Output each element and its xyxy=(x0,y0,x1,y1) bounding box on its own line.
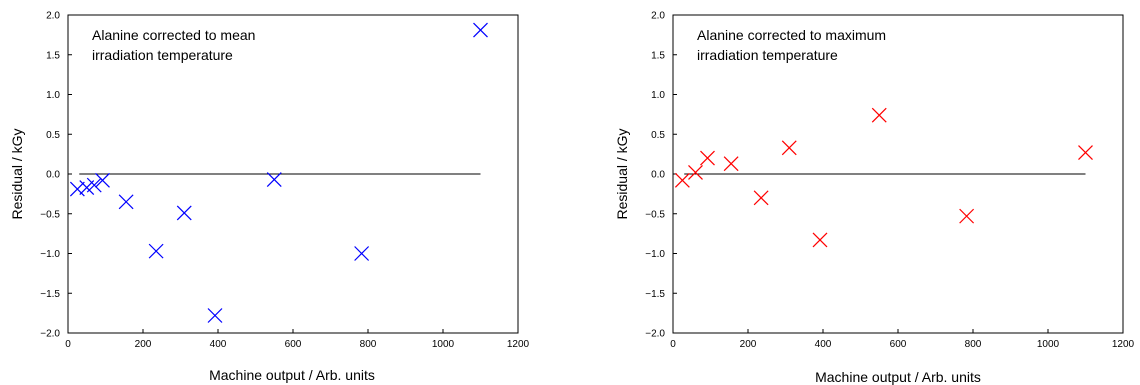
x-tick-label: 1000 xyxy=(1037,339,1060,350)
data-point-x-marker xyxy=(959,208,975,224)
data-point-x-marker xyxy=(266,172,282,187)
data-point-x-marker xyxy=(176,205,192,221)
y-tick-label: 0.5 xyxy=(651,130,665,141)
y-tick-label: 2.0 xyxy=(46,11,60,22)
y-tick-label: 0.0 xyxy=(46,170,60,181)
y-axis-label: Residual / kGy xyxy=(614,128,630,219)
x-tick-label: 200 xyxy=(135,339,152,350)
x-tick-label: 0 xyxy=(670,339,676,350)
data-markers xyxy=(674,107,1093,248)
y-tick-label: −0.5 xyxy=(645,209,665,220)
data-point-x-marker xyxy=(148,243,164,259)
data-point-x-marker xyxy=(871,107,887,123)
data-point-x-marker xyxy=(1078,145,1093,160)
data-point-x-marker xyxy=(812,232,828,248)
data-point-x-marker xyxy=(86,177,102,193)
y-tick-label: 1.0 xyxy=(651,90,665,101)
y-tick-label: −2.0 xyxy=(645,329,665,340)
data-point-x-marker xyxy=(688,164,703,180)
x-axis-label: Machine output / Arb. units xyxy=(815,369,981,385)
annotation-line-2: irradiation temperature xyxy=(697,47,838,63)
y-tick-label: −1.5 xyxy=(645,289,665,300)
annotation-line-1: Alanine corrected to mean xyxy=(92,27,255,43)
data-point-x-marker xyxy=(674,172,690,188)
data-point-x-marker xyxy=(753,190,769,206)
x-tick-label: 400 xyxy=(815,339,832,350)
x-tick-label: 1200 xyxy=(507,339,530,350)
y-tick-label: −2.0 xyxy=(40,329,60,340)
data-point-x-marker xyxy=(354,246,370,261)
y-tick-label: 1.5 xyxy=(46,50,60,61)
y-tick-label: 1.5 xyxy=(651,50,665,61)
annotation-line-2: irradiation temperature xyxy=(92,47,233,63)
axis-ticks: 0 200 400 600 800 1000 1200 −2.0 −1.5 −1.0 −0.5 0.0… xyxy=(645,11,1134,351)
axis-ticks: 0 200 400 600 800 1000 1200 −2.0 −1.5 −1.0 −0.5 0.0… xyxy=(40,11,529,351)
data-point-x-marker xyxy=(723,156,739,172)
x-tick-label: 400 xyxy=(210,339,227,350)
x-axis-label: Machine output / Arb. units xyxy=(209,367,375,383)
data-point-x-marker xyxy=(207,308,223,323)
data-point-x-marker xyxy=(118,194,134,210)
y-axis-label: Residual / kGy xyxy=(9,128,25,219)
data-point-x-marker xyxy=(473,22,488,38)
y-tick-label: 2.0 xyxy=(651,11,665,22)
y-tick-label: 1.0 xyxy=(46,90,60,101)
y-tick-label: −1.0 xyxy=(645,249,665,260)
data-point-x-marker xyxy=(69,181,85,197)
left-chart-panel: Alanine corrected to mean irradiation te… xyxy=(9,11,530,384)
x-tick-label: 600 xyxy=(285,339,302,350)
y-tick-label: 0.0 xyxy=(651,170,665,181)
data-point-x-marker xyxy=(95,172,110,188)
x-tick-label: 800 xyxy=(965,339,982,350)
x-tick-label: 1200 xyxy=(1112,339,1135,350)
y-tick-label: −0.5 xyxy=(40,209,60,220)
y-tick-label: 0.5 xyxy=(46,130,60,141)
data-point-x-marker xyxy=(781,140,797,156)
annotation-line-1: Alanine corrected to maximum xyxy=(697,27,886,43)
y-tick-label: −1.5 xyxy=(40,289,60,300)
x-tick-label: 1000 xyxy=(432,339,455,350)
data-markers xyxy=(69,22,488,323)
data-point-x-marker xyxy=(700,150,715,166)
x-tick-label: 600 xyxy=(890,339,907,350)
x-tick-label: 0 xyxy=(65,339,71,350)
x-tick-label: 800 xyxy=(360,339,377,350)
y-tick-label: −1.0 xyxy=(40,249,60,260)
right-chart-panel: Alanine corrected to maximum irradiation… xyxy=(614,11,1135,385)
x-tick-label: 200 xyxy=(740,339,757,350)
